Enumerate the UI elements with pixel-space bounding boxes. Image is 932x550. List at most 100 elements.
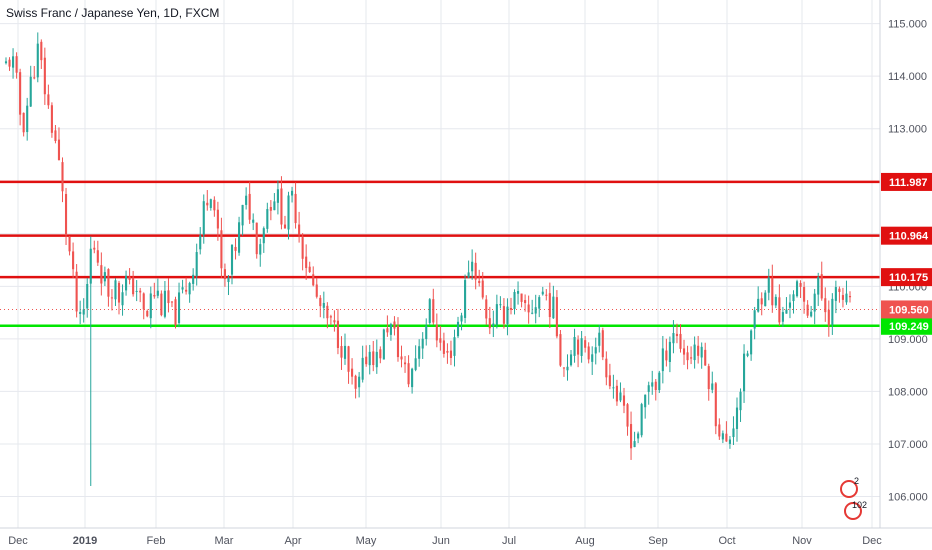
candle-body — [170, 301, 174, 303]
social-badges[interactable]: 2 102 — [838, 474, 878, 524]
price-tick-label: 106.000 — [888, 491, 928, 503]
candle-body — [315, 284, 318, 297]
candle-body — [509, 307, 513, 310]
candle-body — [382, 329, 385, 360]
candle-body — [276, 189, 279, 203]
candle-body — [22, 112, 25, 133]
resistance-tag — [881, 226, 932, 245]
candle-body — [298, 224, 301, 235]
candle-body — [714, 383, 717, 427]
time-tick-label: Oct — [718, 535, 735, 547]
candle-body — [280, 188, 283, 225]
candle-body — [319, 297, 322, 307]
candle-body — [365, 356, 368, 365]
candle-body — [605, 358, 608, 378]
candle-body — [760, 298, 763, 305]
candle-body — [774, 296, 777, 306]
candle-body — [707, 366, 710, 390]
candle-body — [569, 354, 573, 366]
candle-body — [290, 190, 294, 196]
candle-body — [435, 324, 438, 341]
candle-body — [259, 244, 262, 255]
candle-body — [354, 375, 357, 389]
candle-body — [584, 340, 587, 348]
candle-body — [781, 312, 784, 322]
candle-body — [562, 367, 566, 369]
candle-body — [629, 424, 633, 449]
candle-body — [403, 362, 407, 365]
candle-body — [379, 349, 382, 359]
candle-body — [827, 309, 830, 326]
candle-body — [672, 333, 675, 344]
candle-body — [799, 283, 802, 287]
horizontal-levels[interactable] — [0, 180, 880, 328]
candle-body — [238, 222, 241, 253]
candle-body — [453, 337, 456, 356]
candle-body — [661, 348, 664, 372]
candle-body — [555, 297, 558, 337]
candle-body — [739, 391, 742, 411]
comments-icon[interactable] — [840, 480, 858, 498]
candle-body — [43, 57, 46, 95]
candle-body — [117, 282, 121, 303]
time-axis[interactable]: Dec 2019 Feb Mar Apr May Jun Jul Aug Sep Oct Nov Dec — [8, 535, 882, 547]
candle-body — [114, 280, 117, 300]
candle-body — [449, 350, 453, 358]
candle-body — [361, 357, 364, 380]
candle-body — [513, 291, 516, 309]
candle-body — [421, 338, 424, 349]
candle-body — [785, 309, 788, 314]
candle-body — [266, 209, 269, 229]
candle-body — [425, 325, 428, 340]
candle-body — [439, 338, 442, 343]
candle-body — [612, 387, 615, 389]
candle-body — [61, 162, 64, 192]
time-tick-label: Aug — [575, 535, 595, 547]
candle-body — [516, 291, 520, 294]
chart-grid — [0, 0, 880, 528]
candle-body — [329, 316, 332, 318]
candle-body — [764, 292, 767, 307]
candle-body — [389, 324, 392, 335]
time-tick-label: Sep — [648, 535, 668, 547]
candle-body — [499, 304, 502, 306]
candle-body — [36, 43, 39, 78]
candle-body — [474, 262, 477, 280]
candle-body — [50, 105, 53, 133]
candle-body — [15, 56, 18, 73]
candle-body — [269, 207, 272, 211]
candle-body — [411, 368, 414, 388]
candle-body — [728, 439, 731, 444]
candle-body — [40, 41, 43, 61]
candle-body — [245, 195, 248, 205]
candle-body — [573, 336, 576, 356]
candle-body — [845, 293, 848, 303]
ideas-icon[interactable] — [844, 502, 862, 520]
candle-body — [626, 404, 629, 427]
candle-body — [216, 209, 219, 229]
candle-body — [234, 246, 237, 251]
candle-body — [598, 332, 601, 346]
candle-body — [287, 195, 290, 230]
price-axis[interactable]: 115.000114.000113.000112.000111.000110.0… — [888, 19, 928, 504]
candle-body — [690, 357, 693, 359]
candle-body — [608, 375, 611, 387]
resistance-tag-label: 110.964 — [889, 231, 929, 243]
candle-body — [351, 368, 354, 377]
candle-body — [633, 441, 636, 448]
candle-body — [848, 296, 852, 298]
candle-body — [647, 385, 650, 392]
ideas-count: 102 — [852, 500, 868, 510]
candle-body — [771, 277, 774, 306]
candle-body — [135, 290, 138, 292]
price-tick-label: 114.000 — [888, 71, 927, 83]
price-tick-label: 108.000 — [888, 386, 928, 398]
candle-body — [838, 288, 841, 292]
candle-body — [591, 354, 594, 362]
candle-body — [682, 348, 686, 355]
candle-body — [386, 328, 389, 333]
candle-body — [206, 202, 209, 206]
candle-body — [393, 321, 396, 329]
candle-body — [541, 291, 544, 295]
